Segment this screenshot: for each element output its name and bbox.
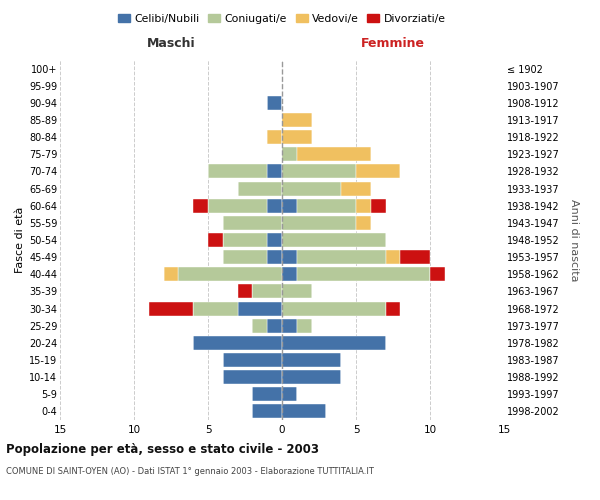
Bar (356, 164, 400, 178)
Bar (386, 250, 400, 264)
Bar (400, 250, 430, 264)
Bar (282, 388, 297, 402)
Bar (267, 130, 282, 144)
Legend: Celibi/Nubili, Coniugati/e, Vedovi/e, Divorziati/e: Celibi/Nubili, Coniugati/e, Vedovi/e, Di… (114, 10, 450, 29)
Bar (253, 388, 282, 402)
Bar (267, 164, 282, 178)
Bar (223, 250, 267, 264)
Text: COMUNE DI SAINT-OYEN (AO) - Dati ISTAT 1° gennaio 2003 - Elaborazione TUTTITALIA: COMUNE DI SAINT-OYEN (AO) - Dati ISTAT 1… (6, 468, 374, 476)
Text: Maschi: Maschi (146, 36, 196, 50)
Bar (282, 216, 356, 230)
Bar (267, 250, 282, 264)
Y-axis label: Anni di nascita: Anni di nascita (569, 198, 579, 281)
Bar (267, 318, 282, 332)
Bar (386, 302, 400, 316)
Bar (282, 353, 341, 367)
Y-axis label: Fasce di età: Fasce di età (14, 207, 25, 273)
Bar (297, 148, 371, 162)
Bar (178, 268, 282, 281)
Bar (282, 233, 386, 247)
Bar (253, 318, 267, 332)
Bar (282, 148, 297, 162)
Bar (253, 284, 282, 298)
Bar (282, 370, 341, 384)
Bar (282, 302, 386, 316)
Bar (282, 198, 297, 212)
Bar (282, 250, 297, 264)
Bar (164, 268, 178, 281)
Bar (297, 250, 386, 264)
Bar (223, 353, 282, 367)
Bar (356, 216, 371, 230)
Bar (341, 182, 371, 196)
Bar (193, 198, 208, 212)
Bar (223, 216, 282, 230)
Bar (238, 182, 282, 196)
Bar (149, 302, 193, 316)
Bar (267, 96, 282, 110)
Bar (223, 370, 282, 384)
Bar (297, 318, 311, 332)
Bar (297, 198, 356, 212)
Bar (267, 233, 282, 247)
Bar (282, 284, 311, 298)
Bar (297, 268, 430, 281)
Text: Femmine: Femmine (361, 36, 425, 50)
Text: Popolazione per età, sesso e stato civile - 2003: Popolazione per età, sesso e stato civil… (6, 442, 319, 456)
Bar (193, 336, 282, 350)
Bar (238, 284, 253, 298)
Bar (282, 404, 326, 418)
Bar (253, 404, 282, 418)
Bar (282, 164, 356, 178)
Bar (193, 302, 238, 316)
Bar (238, 302, 282, 316)
Bar (267, 198, 282, 212)
Bar (208, 233, 223, 247)
Bar (282, 130, 311, 144)
Bar (208, 164, 267, 178)
Bar (282, 318, 297, 332)
Bar (282, 182, 341, 196)
Bar (282, 336, 386, 350)
Bar (282, 268, 297, 281)
Bar (356, 198, 371, 212)
Bar (371, 198, 386, 212)
Bar (208, 198, 267, 212)
Bar (223, 233, 267, 247)
Bar (282, 113, 311, 127)
Bar (430, 268, 445, 281)
